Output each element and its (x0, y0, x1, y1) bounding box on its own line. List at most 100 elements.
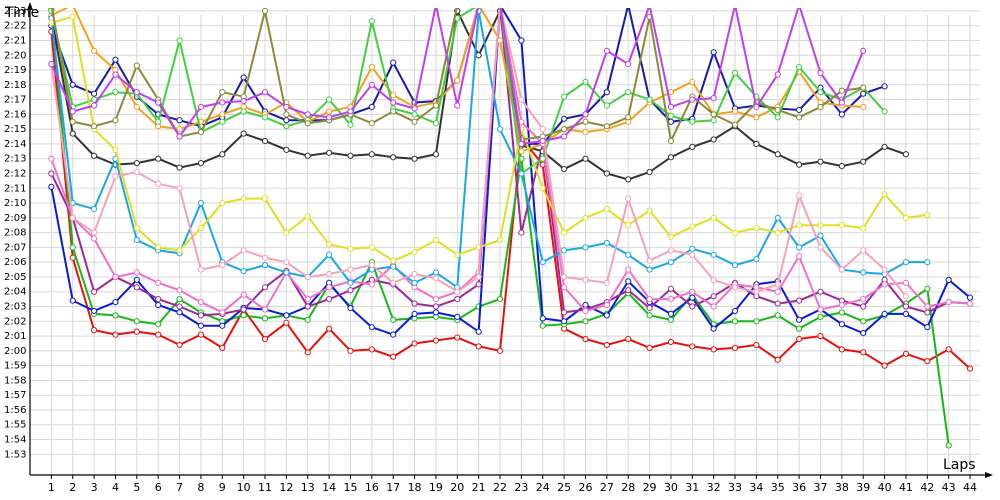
data-point (561, 126, 568, 133)
series-line (50, 8, 971, 314)
data-point (155, 244, 162, 251)
data-point (176, 133, 183, 140)
data-point (881, 83, 888, 90)
data-point (561, 93, 568, 100)
series-line (50, 8, 971, 317)
data-point (838, 309, 845, 316)
data-point (646, 257, 653, 264)
data-point (283, 123, 290, 130)
data-point (499, 8, 501, 9)
data-point (454, 251, 461, 258)
data-point (240, 267, 247, 275)
y-tick-label: 2:00 (4, 346, 26, 357)
x-tick-label: 27 (600, 481, 614, 494)
data-point (667, 310, 675, 317)
data-point (48, 19, 55, 26)
data-point (646, 207, 653, 214)
data-point (838, 222, 845, 229)
x-tick-label: 41 (899, 481, 913, 494)
data-point (774, 71, 781, 78)
x-tick-label: 44 (963, 481, 977, 494)
data-point (368, 18, 375, 25)
x-tick-label: 14 (322, 481, 336, 494)
data-point (69, 108, 76, 115)
data-point (796, 106, 803, 114)
y-tick-label: 2:12 (4, 168, 26, 179)
data-point (261, 89, 269, 96)
data-point (627, 8, 629, 9)
data-point (774, 114, 781, 121)
data-point (860, 303, 867, 310)
data-point (368, 151, 375, 158)
x-tick-label: 12 (279, 481, 293, 494)
data-point (860, 47, 867, 54)
series-line (51, 15, 928, 262)
x-tick-label: 42 (920, 481, 934, 494)
x-tick-label: 43 (942, 481, 956, 494)
data-point (390, 316, 397, 323)
y-tick-label: 1:55 (4, 420, 26, 431)
data-point (774, 281, 781, 288)
data-point (435, 8, 437, 9)
data-point (326, 251, 333, 258)
data-point (881, 310, 888, 317)
data-point (326, 241, 333, 248)
data-point (112, 117, 119, 124)
data-point (454, 102, 461, 109)
data-point (902, 310, 910, 317)
x-tick-label: 15 (343, 481, 357, 494)
data-point (304, 273, 311, 281)
data-point (518, 170, 525, 177)
data-point (924, 259, 931, 266)
data-point (796, 63, 803, 71)
data-point (197, 160, 205, 167)
data-point (240, 312, 247, 319)
x-tick-label: 3 (91, 481, 98, 494)
data-point (625, 61, 632, 68)
data-point (368, 244, 375, 251)
data-point (860, 247, 867, 254)
data-point (518, 229, 525, 236)
data-point (176, 164, 183, 171)
y-tick-label: 2:11 (4, 183, 26, 194)
data-point (499, 8, 501, 9)
data-point (90, 96, 98, 103)
data-point (710, 136, 717, 143)
data-point (219, 262, 226, 269)
data-point (197, 199, 205, 207)
data-point (347, 108, 354, 115)
data-point (133, 328, 140, 335)
data-point (561, 229, 568, 236)
data-point (50, 8, 53, 9)
data-point (817, 332, 824, 340)
data-point (710, 346, 717, 353)
data-point (390, 99, 397, 106)
data-point (283, 111, 290, 118)
data-point (368, 281, 375, 288)
data-point (774, 312, 781, 319)
data-point (347, 279, 354, 286)
data-point (411, 155, 418, 162)
data-point (197, 322, 205, 329)
data-point (667, 285, 675, 292)
data-point (326, 96, 333, 103)
x-tick-label: 19 (429, 481, 443, 494)
data-point (155, 99, 162, 106)
data-point (603, 301, 610, 309)
data-point (646, 266, 653, 273)
data-point (219, 118, 226, 125)
x-tick-label: 17 (386, 481, 400, 494)
data-point (496, 347, 504, 354)
data-point (561, 247, 568, 254)
data-point (261, 114, 269, 121)
data-point (219, 309, 226, 316)
x-tick-label: 21 (472, 481, 486, 494)
data-point (326, 149, 333, 156)
data-point (347, 152, 354, 159)
data-point (753, 318, 760, 325)
data-point (112, 56, 119, 63)
y-tick-label: 2:14 (4, 139, 26, 150)
data-point (240, 108, 247, 115)
data-point (48, 61, 55, 68)
data-point (390, 353, 397, 360)
